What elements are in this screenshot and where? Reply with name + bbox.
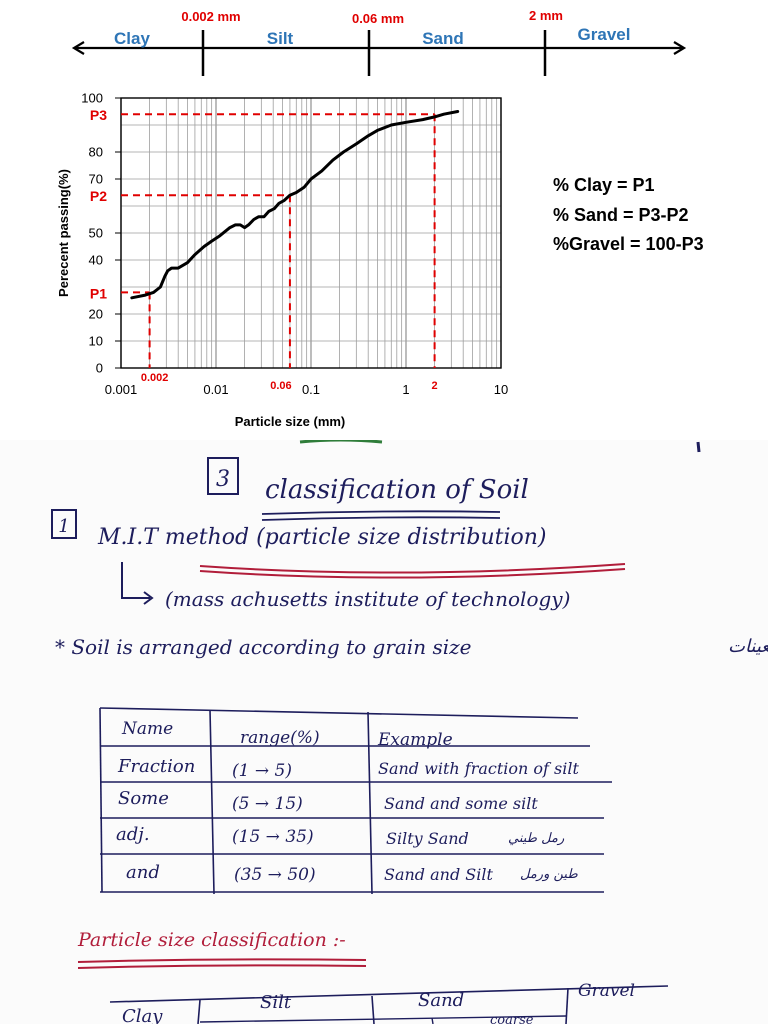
table-cell-example: Sand and some silt (384, 794, 538, 813)
table-cell-example: Sand and Silt (384, 865, 494, 884)
classification-underline (77, 958, 367, 963)
title-underline (261, 510, 501, 515)
method-underline (199, 563, 626, 574)
descriptor-table: Name range(%) Example Fraction (1 → 5) S… (99, 707, 612, 895)
table-header-name: Name (121, 719, 173, 739)
scale-zone-sand: Sand (422, 29, 464, 48)
y-tick-labels: 0 10 20 40 50 70 80 100 (81, 91, 121, 376)
class-header-sand: Sand (418, 990, 464, 1011)
table-cell-example: Silty Sand (386, 829, 469, 848)
handwritten-notes: 3 classification of Soil 1 M.I.T method … (0, 440, 768, 1024)
reference-markers: P1 P2 P3 0.002 0.06 2 (90, 107, 438, 392)
table-cell-name: and (126, 862, 160, 883)
y-tick-label: 50 (89, 226, 103, 241)
x-tick-label: 0.001 (105, 382, 138, 397)
chart-grid (120, 97, 502, 369)
marker-label-p2: P2 (90, 188, 107, 204)
x-tick-label: 10 (494, 382, 508, 397)
table-rule (109, 985, 669, 1003)
method-expansion: (mass achusetts institute of technology) (165, 587, 570, 611)
scale-left-arrowhead (71, 41, 85, 55)
table-cell-arabic-note: رمل طيني (508, 831, 565, 846)
expansion-arrowhead (143, 591, 154, 605)
class-header-silt: Silt (260, 992, 292, 1013)
section-number: 3 (216, 467, 230, 492)
table-rule (197, 999, 201, 1024)
table-rule (367, 711, 373, 895)
table-rule (431, 1017, 434, 1024)
y-tick-label: 10 (89, 334, 103, 349)
scale-right-arrowhead (673, 41, 687, 55)
scale-boundary-label: 0.002 mm (181, 9, 240, 24)
section-number-box (207, 457, 239, 495)
boundary-x-label: 0.002 (141, 372, 169, 384)
x-tick-label: 1 (402, 382, 409, 397)
table-cell-name: Some (118, 788, 169, 809)
table-cell-example: Sand with fraction of silt (378, 759, 579, 778)
table-cell-arabic-note: طين ورمل (520, 867, 578, 882)
grading-curve-line (130, 110, 460, 300)
table-header-example: Example (377, 730, 453, 750)
formula-sand: % Sand = P3-P2 (553, 205, 689, 225)
y-tick-label: 100 (81, 91, 103, 106)
classification-underline (77, 964, 367, 969)
formula-clay: % Clay = P1 (553, 175, 655, 195)
table-cell-range: (5 → 15) (232, 794, 303, 814)
notes-canvas: 3 classification of Soil 1 M.I.T method … (51, 440, 768, 1024)
expansion-arrow (121, 562, 150, 599)
x-tick-label: 0.1 (302, 382, 320, 397)
table-rule (209, 709, 215, 895)
formula-gravel: %Gravel = 100-P3 (553, 234, 704, 254)
classification-table: Clay Silt Sand Gravel coarse (109, 981, 669, 1024)
boundary-x-label: 2 (432, 380, 438, 392)
table-rule (99, 707, 103, 893)
marker-label-p3: P3 (90, 107, 107, 123)
y-tick-label: 20 (89, 307, 103, 322)
table-cell-range: (1 → 5) (232, 761, 292, 781)
y-tick-label: 0 (96, 361, 103, 376)
marker-label-p1: P1 (90, 285, 107, 301)
item-number-box (51, 509, 77, 539)
item-number: 1 (58, 516, 69, 537)
figure-canvas: 0.002 mm 0.06 mm 2 mm Clay Silt Sand Gra… (56, 8, 704, 430)
scale-zone-silt: Silt (267, 29, 294, 48)
class-header-gravel: Gravel (578, 981, 635, 1001)
scale-zone-gravel: Gravel (578, 25, 631, 44)
figure-panel: 0.002 mm 0.06 mm 2 mm Clay Silt Sand Gra… (0, 0, 768, 440)
class-sub-coarse: coarse (490, 1013, 534, 1024)
method-heading: M.I.T method (particle size distribution… (97, 525, 547, 550)
grain-size-statement: * Soil is arranged according to grain si… (55, 635, 471, 659)
statement-arabic-note: تصنيف العينات (728, 636, 768, 657)
title-underline (261, 516, 501, 521)
scale-boundary-label: 0.06 mm (352, 11, 404, 26)
boundary-x-label: 0.06 (270, 380, 291, 392)
method-underline (199, 568, 626, 579)
ink-mark (696, 441, 701, 453)
x-tick-labels: 0.001 0.01 0.1 1 10 (105, 382, 509, 397)
table-header-range: range(%) (240, 728, 320, 748)
y-axis-label: Perecent passing(%) (56, 169, 71, 297)
table-rule (199, 1015, 567, 1023)
scale-boundary-label: 2 mm (529, 8, 563, 23)
y-tick-label: 70 (89, 172, 103, 187)
x-axis-label: Particle size (mm) (235, 414, 346, 429)
grain-size-scale-bar: 0.002 mm 0.06 mm 2 mm Clay Silt Sand Gra… (71, 8, 687, 76)
notes-title: classification of Soil (265, 475, 529, 505)
y-tick-label: 80 (89, 145, 103, 160)
scale-zone-clay: Clay (114, 29, 150, 48)
table-rule (99, 707, 579, 719)
classification-title: Particle size classification :- (77, 929, 346, 951)
table-cell-range: (15 → 35) (232, 827, 314, 847)
table-rule (565, 987, 569, 1024)
table-cell-name: adj. (116, 824, 150, 845)
formula-list: % Clay = P1 % Sand = P3-P2 %Gravel = 100… (553, 175, 704, 254)
x-tick-label: 0.01 (203, 382, 228, 397)
table-cell-range: (35 → 50) (234, 865, 316, 885)
green-mark (299, 440, 383, 444)
class-header-clay: Clay (122, 1006, 163, 1024)
y-tick-label: 40 (89, 253, 103, 268)
table-cell-name: Fraction (117, 756, 195, 777)
